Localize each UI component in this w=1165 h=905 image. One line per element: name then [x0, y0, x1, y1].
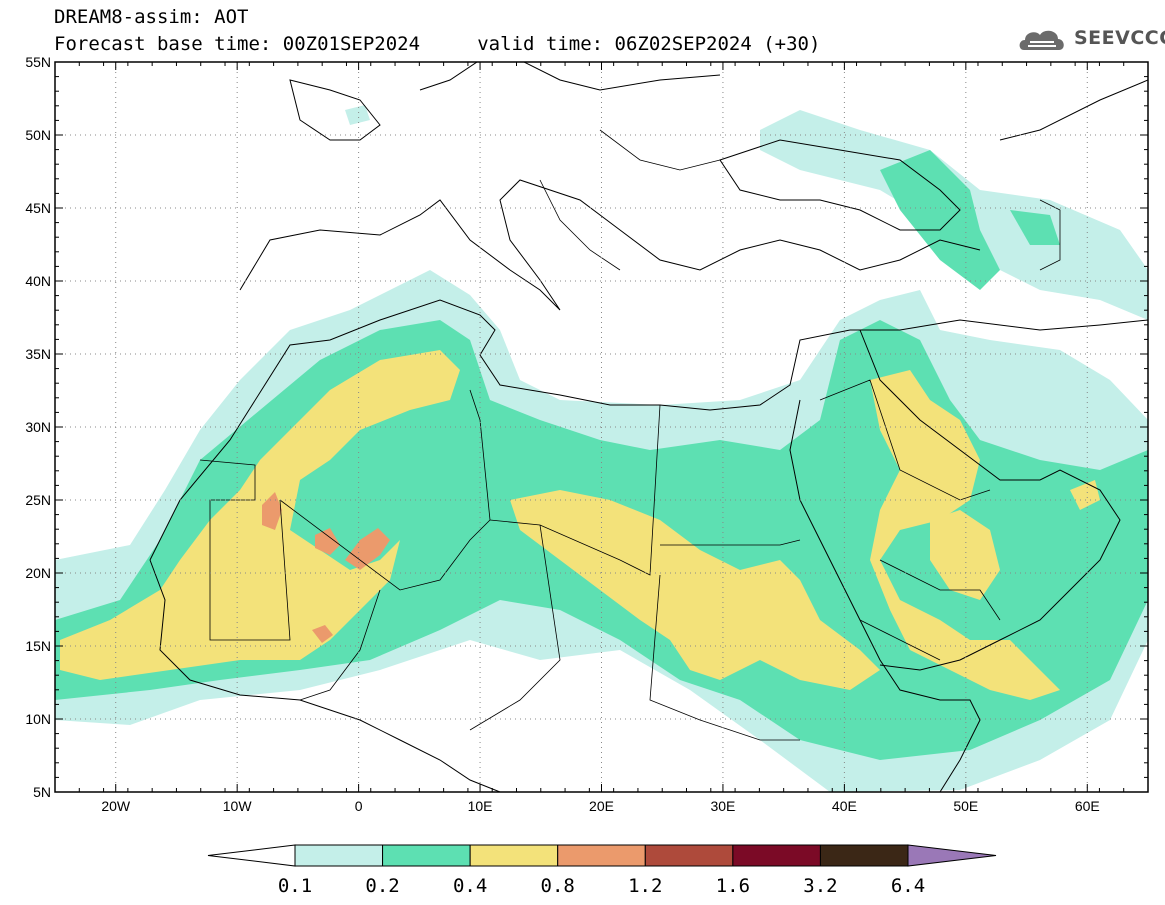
lat-label: 30N	[25, 419, 51, 435]
country-borders	[199, 129, 1061, 741]
colorbar-swatch	[557, 844, 646, 867]
lat-tick-labels: 5N 10N 15N 20N 25N 30N 35N 40N 45N 50N 55N	[25, 54, 51, 800]
lat-label: 55N	[25, 54, 51, 70]
lat-label: 20N	[25, 565, 51, 581]
lon-label: 10E	[468, 798, 493, 814]
lat-label: 50N	[25, 127, 51, 143]
colorbar-swatch	[382, 844, 471, 867]
colorbar: 0.1 0.2 0.4 0.8 1.2 1.6 3.2 6.4	[207, 844, 997, 897]
coastlines	[149, 62, 1148, 792]
logo-text: SEEVCCC	[1074, 27, 1165, 49]
colorbar-label: 0.1	[278, 875, 312, 897]
colorbar-label: 0.8	[541, 875, 575, 897]
colorbar-swatch	[644, 844, 734, 867]
colorbar-label: 0.4	[453, 875, 487, 897]
colorbar-label: 1.2	[628, 875, 662, 897]
grid-lines	[55, 62, 1148, 792]
lat-label: 45N	[25, 200, 51, 216]
cloud-icon	[1019, 30, 1064, 50]
lon-label: 50E	[953, 798, 978, 814]
colorbar-label: 0.2	[365, 875, 399, 897]
lon-label: 30E	[710, 798, 735, 814]
lon-label: 20W	[101, 798, 131, 814]
lat-label: 25N	[25, 492, 51, 508]
map-title: DREAM8-assim: AOT	[54, 6, 249, 28]
colorbar-swatch	[819, 844, 909, 867]
lon-label: 0	[355, 798, 363, 814]
lon-label: 60E	[1075, 798, 1100, 814]
colorbar-label: 6.4	[891, 875, 925, 897]
forecast-time-line: Forecast base time: 00Z01SEP2024 valid t…	[54, 33, 821, 55]
colorbar-swatch	[469, 844, 559, 867]
lat-label: 10N	[25, 711, 51, 727]
lon-tick-labels: 20W 10W 0 10E 20E 30E 40E 50E 60E	[101, 798, 1099, 814]
lat-label: 15N	[25, 638, 51, 654]
aot-shading	[55, 105, 1148, 792]
colorbar-label: 3.2	[803, 875, 837, 897]
axis-ticks	[54, 61, 1149, 793]
colorbar-label: 1.6	[716, 875, 750, 897]
colorbar-low-arrow	[207, 844, 296, 867]
colorbar-swatch	[294, 844, 384, 867]
colorbar-high-arrow	[907, 844, 997, 867]
lat-label: 40N	[25, 273, 51, 289]
lat-label: 35N	[25, 346, 51, 362]
colorbar-swatch	[732, 844, 821, 867]
lat-label: 5N	[33, 784, 51, 800]
lon-label: 40E	[832, 798, 857, 814]
lon-label: 20E	[589, 798, 614, 814]
lon-label: 10W	[223, 798, 253, 814]
